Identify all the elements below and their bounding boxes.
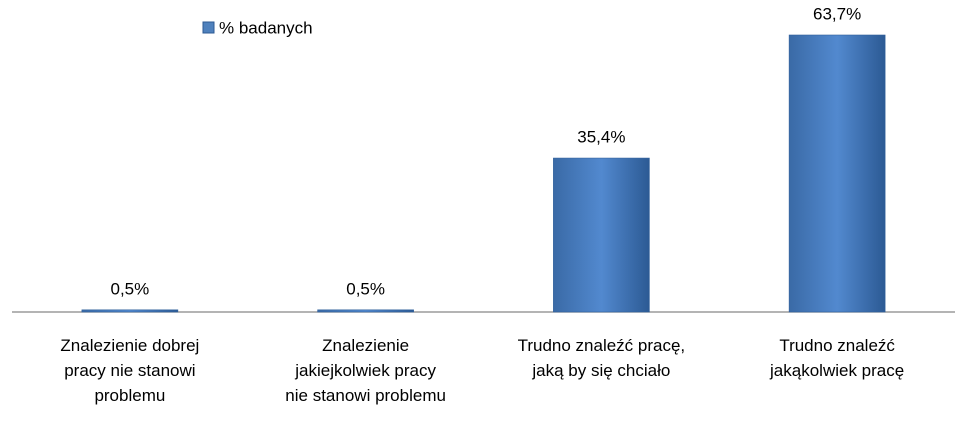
value-label: 0,5% xyxy=(111,279,150,298)
legend-swatch xyxy=(202,21,215,34)
x-tick-label: Znalezienie jakiejkolwiek pracy nie stan… xyxy=(285,336,446,405)
value-label: 0,5% xyxy=(346,279,385,298)
bar xyxy=(553,157,650,313)
bar xyxy=(317,309,414,313)
bar xyxy=(788,34,886,313)
legend-label: % badanych xyxy=(219,18,313,37)
x-tick-label: Trudno znaleźć jakąkolwiek pracę xyxy=(770,336,905,380)
x-tick-label: Znalezienie dobrej pracy nie stanowi pro… xyxy=(60,336,200,405)
bar xyxy=(81,309,179,313)
value-label: 63,7% xyxy=(813,4,861,23)
x-tick-label: Trudno znaleźć pracę, jaką by się chciał… xyxy=(517,336,686,380)
value-label: 35,4% xyxy=(577,128,625,147)
